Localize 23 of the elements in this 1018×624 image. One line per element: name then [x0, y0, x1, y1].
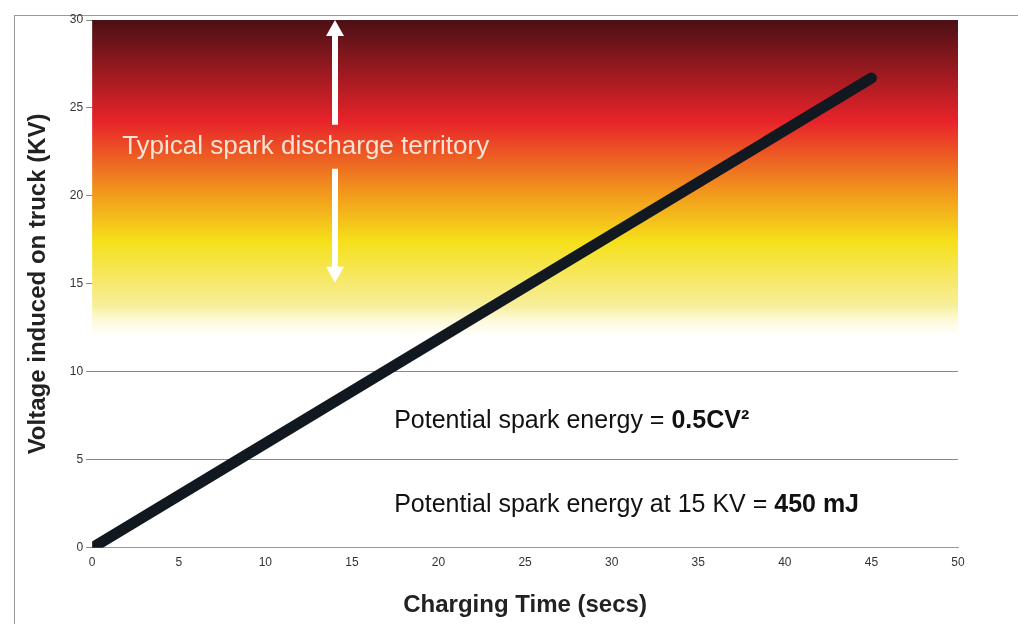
x-tick-label: 45 [864, 555, 879, 570]
x-tick-label: 15 [345, 555, 359, 570]
annotation: Potential spark energy = 0.5CV² [394, 405, 750, 434]
annotation: Potential spark energy at 15 KV = 450 mJ [394, 489, 860, 518]
y-tick-label: 25 [69, 100, 84, 115]
x-tick-label: 20 [431, 555, 446, 570]
x-axis-title: Charging Time (secs) [403, 590, 647, 618]
x-tick-label: 30 [604, 555, 619, 570]
x-tick-label: 0 [88, 555, 96, 570]
y-tick-label: 20 [69, 188, 84, 203]
x-tick-label: 25 [518, 555, 533, 570]
y-tick-label: 30 [69, 12, 84, 27]
x-tick-label: 10 [258, 555, 273, 570]
band-label: Typical spark discharge territory [122, 129, 490, 160]
y-tick-label: 10 [69, 364, 84, 379]
x-tick-label: 50 [951, 555, 965, 570]
y-tick-label: 15 [69, 276, 84, 291]
y-tick-label: 0 [76, 540, 84, 555]
x-tick-label: 40 [778, 555, 792, 570]
x-tick-label: 5 [175, 555, 183, 570]
x-tick-label: 35 [691, 555, 706, 570]
y-axis-title: Voltage induced on truck (KV) [23, 113, 51, 455]
y-tick-label: 5 [76, 452, 84, 467]
